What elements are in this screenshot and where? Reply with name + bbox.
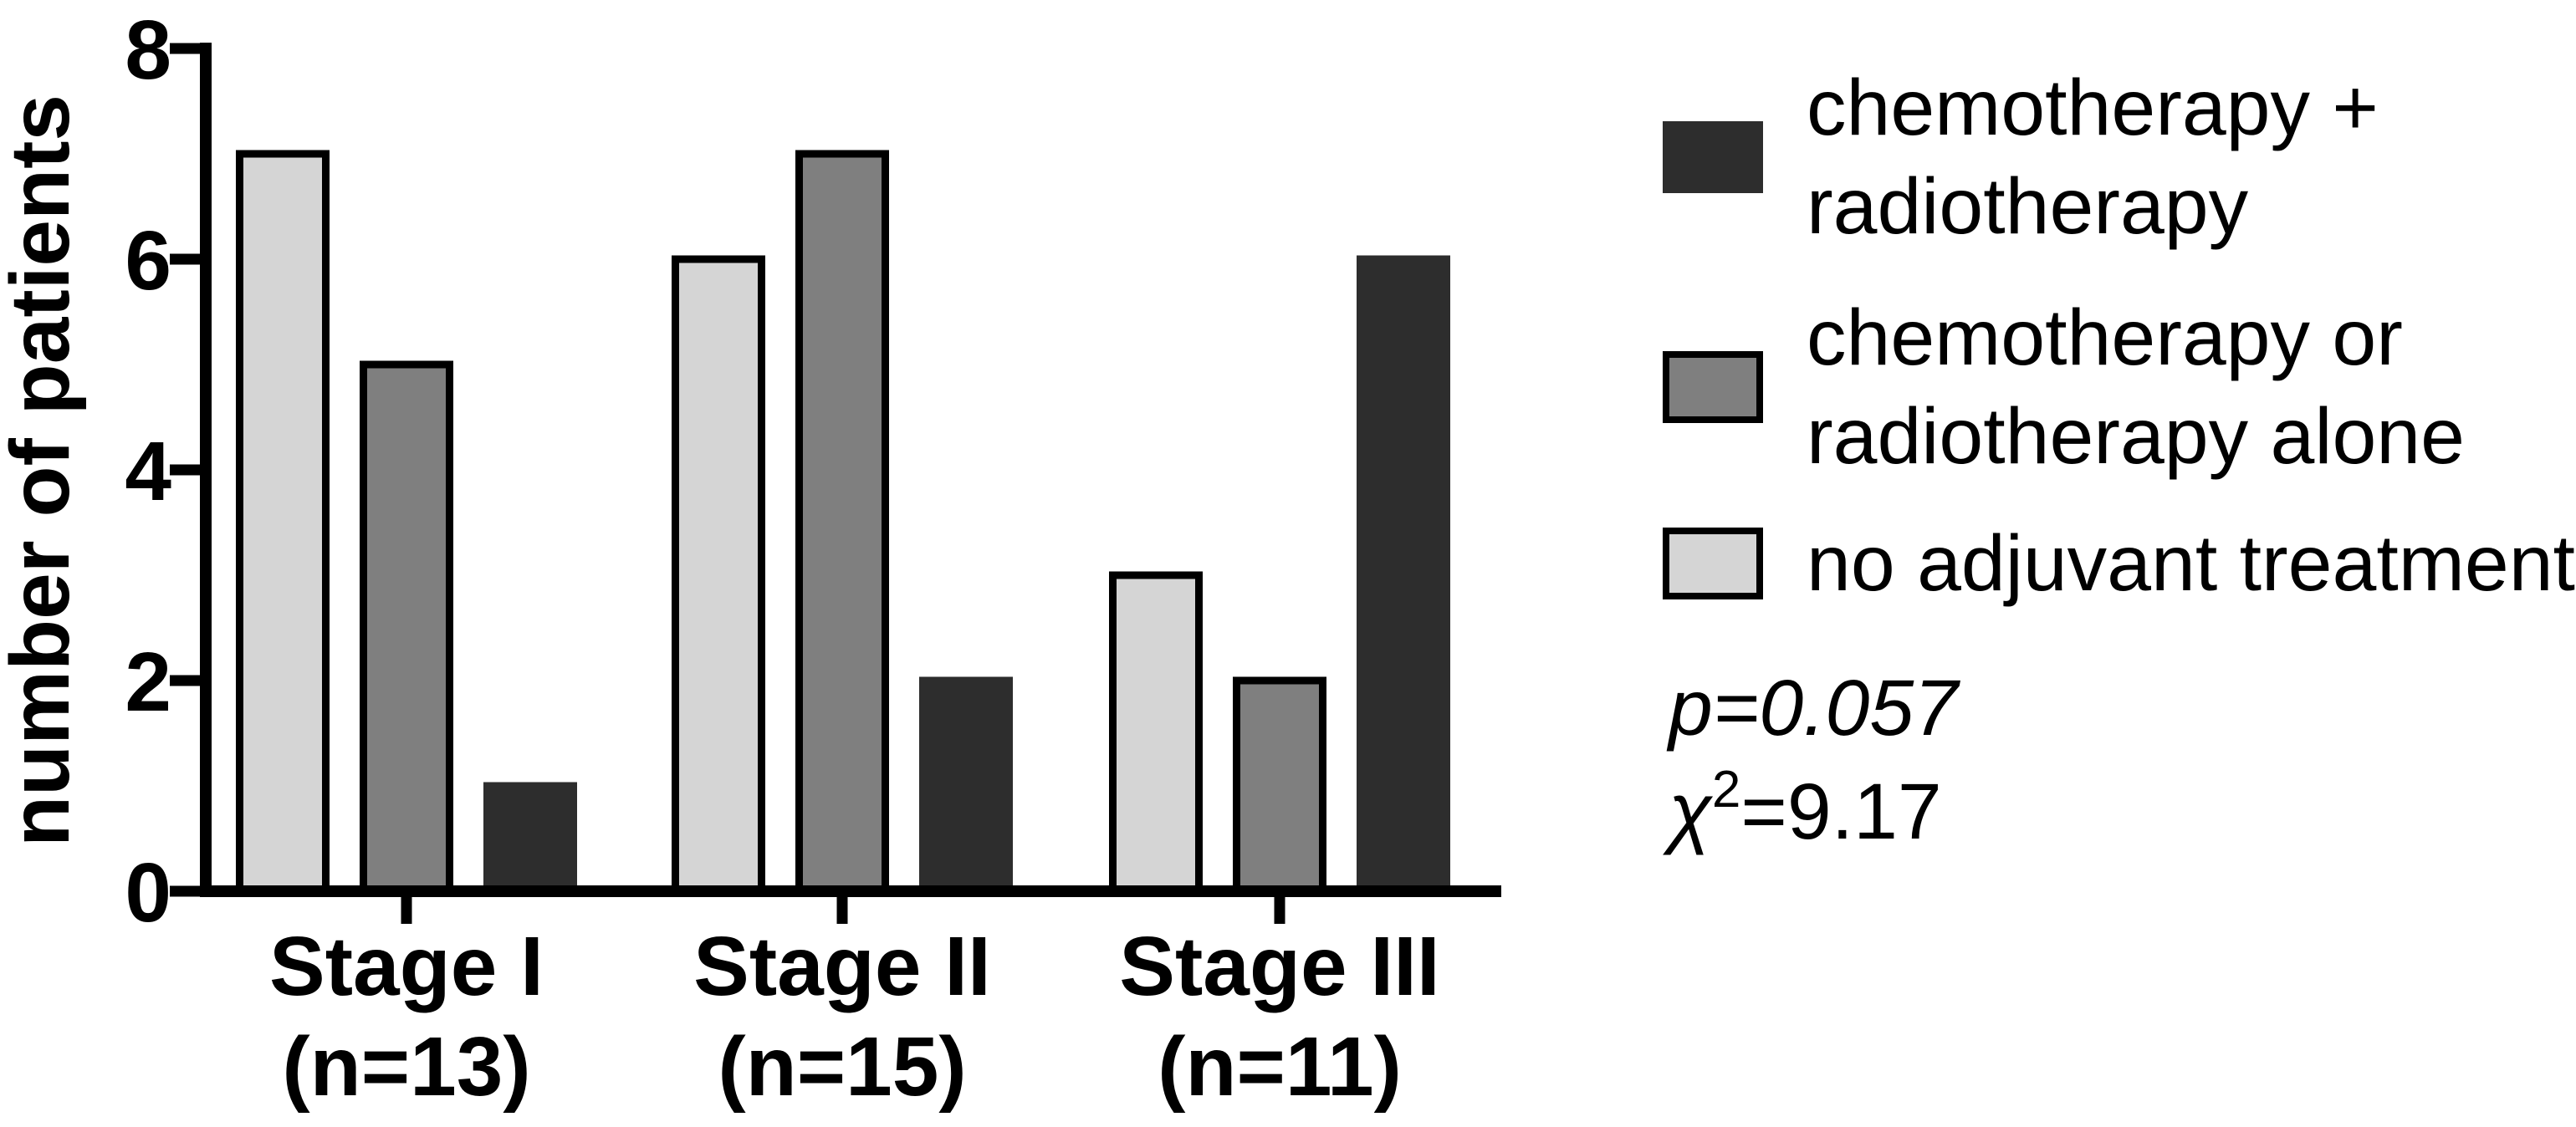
y-tick-label-4: 4 — [125, 425, 171, 518]
x-tick-stage-iii — [1274, 897, 1285, 924]
y-tick-4 — [170, 464, 200, 476]
labels-layer: 0 2 4 6 8 Stage I(n=13) Stage II(n=15) Stage II… — [125, 3, 1439, 1114]
x-category-label-stage-iii: Stage III — [1119, 920, 1439, 1013]
axes-layer — [170, 43, 1501, 924]
y-tick-2 — [170, 675, 200, 686]
y-axis-title: number of patients — [0, 94, 87, 847]
statistics-annotation: p=0.057 χ2=9.17 — [1669, 656, 1958, 874]
bar-stage-ii-no-adjuvant-treatment — [672, 255, 765, 895]
y-tick-8 — [170, 43, 200, 54]
bar-stage-i-chemotherapy-or-radiotherapy-alone — [360, 360, 453, 895]
x-axis-line — [200, 885, 1501, 897]
x-category-label-stage-i: Stage I — [269, 920, 544, 1013]
y-tick-label-0: 0 — [125, 846, 171, 940]
y-axis-line — [200, 43, 212, 897]
x-category-sublabel-stage-ii: (n=15) — [718, 1020, 966, 1114]
chi-square-text: χ2=9.17 — [1669, 761, 1942, 856]
y-tick-0 — [170, 885, 200, 897]
x-category-label-stage-ii: Stage II — [693, 920, 991, 1013]
p-value-text: p=0.057 — [1669, 664, 1959, 752]
bar-stage-iii-chemotherapy-radiotherapy — [1357, 255, 1450, 895]
bar-stage-i-no-adjuvant-treatment — [236, 150, 330, 895]
bar-stage-ii-chemotherapy-or-radiotherapy-alone — [795, 150, 889, 895]
bar-stage-ii-chemotherapy-radiotherapy — [919, 676, 1013, 895]
x-category-sublabel-stage-i: (n=13) — [282, 1020, 530, 1114]
x-category-sublabel-stage-iii: (n=11) — [1158, 1020, 1402, 1114]
y-tick-label-6: 6 — [125, 214, 171, 308]
bar-stage-i-chemotherapy-radiotherapy — [483, 782, 577, 895]
chi-exponent: 2 — [1711, 761, 1741, 818]
chi-symbol: χ — [1669, 767, 1712, 856]
x-tick-stage-ii — [836, 897, 848, 924]
bars-layer — [236, 150, 1450, 895]
x-tick-stage-i — [401, 897, 412, 924]
bar-stage-iii-no-adjuvant-treatment — [1109, 571, 1203, 895]
y-tick-label-8: 8 — [125, 3, 171, 97]
bar-stage-iii-chemotherapy-or-radiotherapy-alone — [1233, 676, 1326, 895]
y-tick-6 — [170, 253, 200, 265]
y-tick-label-2: 2 — [125, 635, 171, 729]
